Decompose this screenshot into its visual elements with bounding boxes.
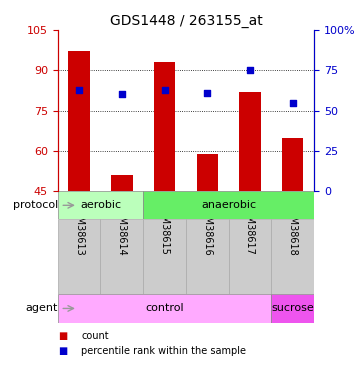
Text: agent: agent	[26, 303, 58, 313]
Bar	[143, 219, 186, 294]
Point	[119, 92, 125, 98]
Bar	[186, 219, 229, 294]
Text: GSM38615: GSM38615	[160, 202, 170, 255]
Bar	[69, 51, 90, 191]
Text: GSM38616: GSM38616	[202, 202, 212, 255]
Point	[76, 87, 82, 93]
Bar	[154, 62, 175, 191]
Text: ■: ■	[58, 331, 67, 340]
Text: anaerobic: anaerobic	[201, 200, 256, 210]
Text: GSM38614: GSM38614	[117, 202, 127, 255]
Text: count: count	[81, 331, 109, 340]
Bar	[271, 294, 314, 322]
Bar	[100, 219, 143, 294]
Bar	[58, 294, 271, 322]
Text: protocol: protocol	[13, 200, 58, 210]
Point	[247, 68, 253, 74]
Text: percentile rank within the sample: percentile rank within the sample	[81, 346, 246, 355]
Bar	[229, 219, 271, 294]
Text: GSM38613: GSM38613	[74, 202, 84, 255]
Title: GDS1448 / 263155_at: GDS1448 / 263155_at	[109, 13, 262, 28]
Text: ■: ■	[58, 346, 67, 355]
Bar	[58, 191, 143, 219]
Text: aerobic: aerobic	[80, 200, 121, 210]
Point	[162, 87, 168, 93]
Point	[204, 90, 210, 96]
Bar	[197, 154, 218, 191]
Bar	[239, 92, 261, 191]
Point	[290, 100, 296, 106]
Text: GSM38618: GSM38618	[288, 202, 298, 255]
Bar	[143, 191, 314, 219]
Bar	[282, 138, 303, 191]
Bar	[271, 219, 314, 294]
Text: sucrose: sucrose	[271, 303, 314, 313]
Text: control: control	[145, 303, 184, 313]
Text: GSM38617: GSM38617	[245, 202, 255, 255]
Bar	[58, 219, 100, 294]
Bar	[111, 175, 132, 191]
